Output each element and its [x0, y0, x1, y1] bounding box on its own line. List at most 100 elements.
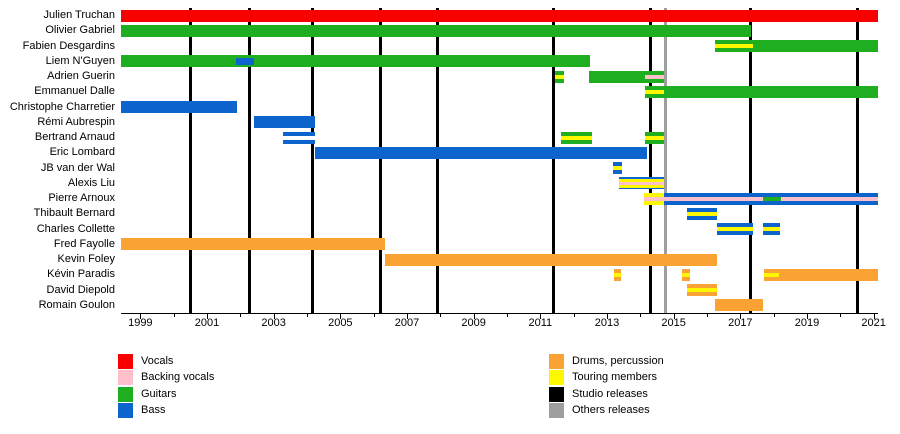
timeline-bar-segment — [644, 70, 664, 83]
bar-stripe-blue — [315, 146, 647, 159]
bar-stripe-blue — [717, 223, 753, 228]
bar-stripe-green — [644, 93, 664, 98]
timeline-bar-segment — [614, 268, 621, 281]
timeline-bar-segment — [781, 192, 878, 205]
minor-tick — [240, 314, 242, 317]
x-axis-line — [121, 313, 878, 314]
bar-stripe-orange — [614, 268, 621, 273]
timeline-bar-segment — [555, 70, 565, 83]
legend-swatch-blue — [118, 403, 133, 419]
bar-stripe-blue — [763, 223, 780, 228]
studio-release-line — [378, 8, 382, 313]
timeline-bar-segment — [779, 268, 878, 281]
member-name: JB van der Wal — [40, 161, 115, 174]
legend-swatch-pink — [118, 370, 133, 386]
studio-release-line — [551, 8, 555, 313]
bar-stripe-green — [753, 40, 878, 53]
bar-stripe-orange — [121, 238, 386, 251]
bar-stripe-green — [561, 131, 592, 136]
major-tick — [207, 314, 208, 319]
bar-stripe-yellow — [644, 200, 664, 205]
timeline-bar-segment — [682, 268, 690, 281]
major-tick — [473, 314, 475, 319]
bar-stripe-blue — [663, 192, 763, 197]
bar-stripe-yellow — [619, 179, 664, 182]
bar-stripe-orange — [763, 268, 779, 273]
bar-stripe-green — [644, 70, 664, 75]
bar-stripe-green — [253, 55, 591, 68]
timeline-bar-segment — [589, 70, 645, 83]
bar-stripe-yellow — [644, 135, 664, 140]
studio-release-line — [855, 8, 859, 313]
bar-stripe-green — [644, 131, 664, 136]
bar-stripe-blue — [613, 162, 623, 167]
member-name: Charles Collette — [36, 222, 115, 235]
year-tick-label: 2003 — [261, 317, 286, 329]
member-name: Romain Goulon — [38, 298, 115, 311]
timeline-bar-segment — [121, 101, 237, 114]
major-tick — [540, 314, 542, 319]
minor-tick — [173, 314, 175, 317]
year-tick-label: 2009 — [461, 317, 486, 329]
member-name: Fred Fayolle — [53, 237, 115, 250]
legend-label: Guitars — [141, 387, 177, 400]
timeline-bar-segment — [121, 238, 386, 251]
bar-stripe-blue — [763, 192, 781, 197]
member-name: David Diepold — [46, 283, 115, 296]
year-tick-label: 2013 — [594, 317, 620, 329]
legend-label: Vocals — [141, 355, 174, 367]
timeline-bar-segment — [753, 40, 878, 53]
bar-stripe-pink — [644, 74, 664, 79]
minor-tick — [773, 314, 775, 317]
legend-label: Bass — [141, 404, 166, 417]
bar-stripe-orange — [682, 276, 690, 281]
minor-tick — [707, 314, 708, 317]
member-name: Christophe Charretier — [9, 100, 115, 113]
bar-stripe-blue — [283, 139, 316, 144]
member-name: Julien Truchan — [43, 9, 115, 21]
legend-label: Touring members — [572, 371, 657, 384]
bar-stripe-green — [555, 70, 565, 75]
member-name: Kevin Foley — [57, 253, 115, 265]
member-name: Liem N'Guyen — [45, 54, 115, 67]
bar-stripe-blue — [254, 116, 316, 129]
minor-tick — [440, 314, 442, 317]
year-tick-label: 2001 — [194, 317, 220, 329]
timeline-bar-segment — [717, 223, 753, 236]
legend-swatch-red — [118, 354, 133, 369]
other-release-line — [663, 8, 667, 313]
bar-stripe-green — [121, 55, 237, 68]
bar-stripe-orange — [686, 292, 717, 297]
bar-stripe-green — [561, 139, 592, 144]
member-name: Pierre Arnoux — [48, 192, 115, 204]
legend-label: Studio releases — [572, 387, 648, 400]
member-name: Rémi Aubrespin — [37, 115, 115, 128]
bar-stripe-pink — [781, 196, 878, 201]
bar-stripe-yellow — [644, 192, 664, 197]
bar-stripe-green — [555, 78, 565, 83]
bar-stripe-yellow — [682, 272, 690, 277]
year-tick-label: 2019 — [794, 317, 820, 329]
bar-stripe-blue — [619, 187, 664, 190]
bar-stripe-green — [236, 55, 254, 58]
bar-stripe-yellow — [763, 227, 780, 232]
timeline-bar-segment — [619, 177, 664, 190]
bar-stripe-blue — [717, 231, 753, 236]
minor-tick — [573, 314, 575, 317]
year-tick-label: 2011 — [528, 317, 553, 329]
bar-stripe-green — [644, 85, 664, 90]
studio-release-line — [188, 8, 192, 313]
bar-stripe-green — [121, 24, 751, 37]
year-tick-label: 2007 — [394, 317, 420, 329]
bar-stripe-green — [644, 139, 664, 144]
timeline-bar-segment — [644, 85, 664, 98]
plot-area — [121, 8, 878, 313]
bar-stripe-green — [236, 65, 254, 68]
timeline-bar-segment — [663, 85, 878, 98]
studio-release-line — [648, 8, 652, 313]
member-name: Adrien Guerin — [47, 70, 115, 82]
timeline-bar-segment — [315, 146, 647, 159]
bar-stripe-blue — [686, 215, 717, 220]
bar-stripe-blue — [236, 57, 254, 65]
legend-swatch-orange — [549, 354, 564, 369]
